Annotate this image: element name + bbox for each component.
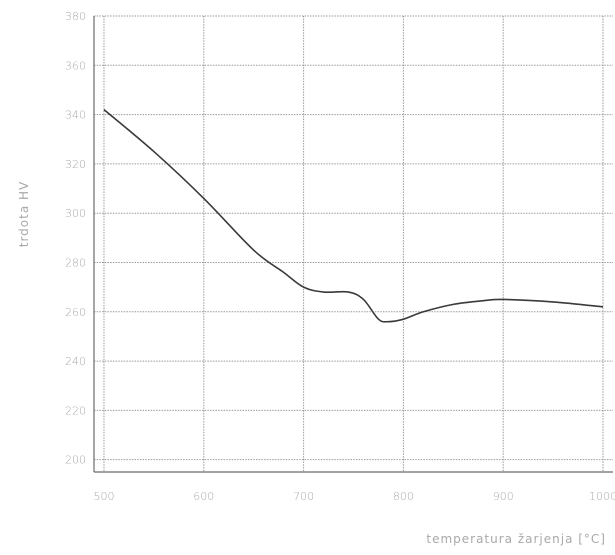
y-tick-label: 340 xyxy=(65,109,86,122)
y-tick-label: 360 xyxy=(65,59,86,72)
x-axis-title: temperatura žarjenja [°C] xyxy=(426,532,606,546)
y-tick-label: 280 xyxy=(65,256,86,269)
y-axis-title: trdota HV xyxy=(17,181,31,248)
series-layer xyxy=(103,109,604,323)
x-tick-label: 800 xyxy=(393,490,414,503)
grid xyxy=(94,15,613,472)
x-tick-label: 600 xyxy=(193,490,214,503)
y-tick-label: 260 xyxy=(65,306,86,319)
x-tick-label: 700 xyxy=(293,490,314,503)
tick-labels: 200 220 240 260 280 300 320 340 360 380 500 600 700 8… xyxy=(65,10,615,503)
x-tick-label: 500 xyxy=(93,490,114,503)
axes xyxy=(93,16,613,473)
x-tick-label: 1000 xyxy=(589,490,615,503)
y-tick-label: 300 xyxy=(65,207,86,220)
y-tick-label: 220 xyxy=(65,404,86,417)
y-tick-label: 380 xyxy=(65,10,86,23)
x-tick-label: 900 xyxy=(493,490,514,503)
y-tick-label: 240 xyxy=(65,355,86,368)
y-tick-label: 320 xyxy=(65,158,86,171)
series-line-0 xyxy=(103,109,604,323)
y-tick-label: 200 xyxy=(65,454,86,467)
